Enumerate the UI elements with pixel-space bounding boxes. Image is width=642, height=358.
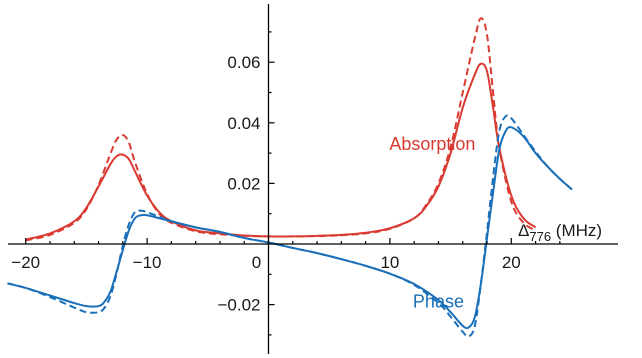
series-line-absorption-dashed <box>25 17 537 242</box>
labels-layer: −20 −10 10 20 0 −0.02 0.02 0.04 0.06 Absorption Ph… <box>11 53 520 314</box>
x-axis-label-subscript: 776 <box>529 229 551 244</box>
x-axis-label-unit: (MHz) <box>551 221 602 240</box>
y-tick-label: 0.06 <box>227 53 260 72</box>
x-tick-label: 20 <box>502 253 521 272</box>
x-tick-label: −10 <box>133 253 162 272</box>
x-tick-label: 10 <box>380 253 399 272</box>
x-tick-label: −20 <box>11 253 40 272</box>
curves-layer <box>7 17 573 338</box>
y-tick-label: 0.02 <box>227 174 260 193</box>
ticks-layer <box>25 31 561 336</box>
x-axis-label-main: Δ <box>518 221 529 240</box>
x-tick-label-zero: 0 <box>252 253 261 272</box>
x-axis-label: Δ776 (MHz) <box>518 221 602 244</box>
series-line-phase-dashed <box>7 114 573 338</box>
series-annotation-absorption: Absorption <box>389 134 475 154</box>
y-tick-label: −0.02 <box>217 296 260 315</box>
series-annotation-phase: Phase <box>413 292 464 312</box>
y-tick-label: 0.04 <box>227 114 260 133</box>
